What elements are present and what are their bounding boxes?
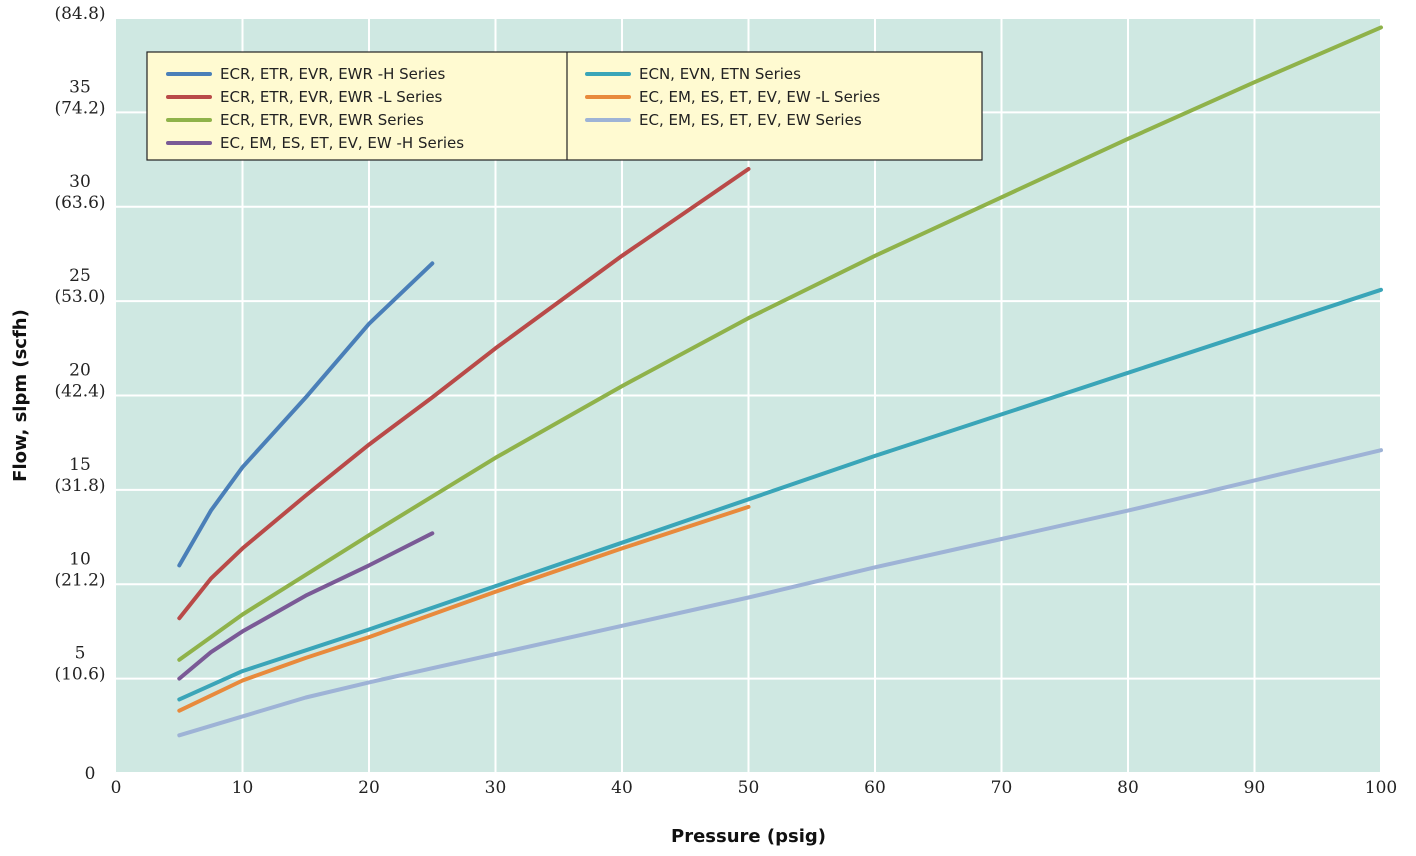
- x-tick-label-8: 80: [1117, 778, 1139, 798]
- legend-label-2: ECR, ETR, EVR, EWR Series: [220, 111, 424, 129]
- legend-label-6: EC, EM, ES, ET, EV, EW Series: [639, 111, 862, 129]
- y-tick-sublabel-4: (42.4): [54, 382, 105, 402]
- y-tick-label-5: 25: [69, 266, 91, 286]
- x-tick-label-3: 30: [485, 778, 507, 798]
- x-tick-label-0: 0: [111, 778, 122, 798]
- series-line-5: [177, 504, 751, 713]
- y-tick-label-0: 0: [85, 764, 96, 784]
- y-tick-label-3: 15: [69, 455, 91, 475]
- series-line-6: [177, 448, 1383, 738]
- series-line-1: [177, 167, 751, 621]
- y-tick-label-8: 40: [69, 0, 91, 3]
- legend-label-5: EC, EM, ES, ET, EV, EW -L Series: [639, 88, 880, 106]
- y-tick-label-1: 5: [75, 644, 86, 664]
- x-axis-ticks: 0 10 20 30 40 50 60 70 80 90 100: [111, 778, 1398, 798]
- x-tick-label-1: 10: [232, 778, 254, 798]
- y-tick-sublabel-2: (21.2): [54, 570, 105, 590]
- x-tick-label-6: 60: [864, 778, 886, 798]
- series-line-3: [177, 531, 435, 681]
- x-tick-label-9: 90: [1244, 778, 1266, 798]
- y-tick-sublabel-6: (63.6): [54, 193, 105, 213]
- x-tick-label-4: 40: [611, 778, 633, 798]
- x-tick-label-5: 50: [738, 778, 760, 798]
- series-line-2: [177, 25, 1383, 662]
- y-tick-label-2: 10: [69, 549, 91, 569]
- series-lines: [177, 25, 1383, 738]
- series-line-4: [177, 287, 1383, 702]
- y-tick-sublabel-7: (74.2): [54, 98, 105, 118]
- y-tick-label-4: 20: [69, 361, 91, 381]
- legend-label-4: ECN, EVN, ETN Series: [639, 65, 801, 83]
- y-tick-label-7: 35: [69, 77, 91, 97]
- legend-label-3: EC, EM, ES, ET, EV, EW -H Series: [220, 134, 464, 152]
- y-tick-sublabel-3: (31.8): [54, 476, 105, 496]
- legend-label-0: ECR, ETR, EVR, EWR -H Series: [220, 65, 445, 83]
- y-tick-sublabel-8: (84.8): [54, 4, 105, 24]
- x-tick-label-10: 100: [1365, 778, 1397, 798]
- legend: ECR, ETR, EVR, EWR -H Series ECR, ETR, EV…: [146, 51, 983, 161]
- x-tick-label-7: 70: [991, 778, 1013, 798]
- x-axis-title: Pressure (psig): [671, 826, 826, 847]
- legend-label-1: ECR, ETR, EVR, EWR -L Series: [220, 88, 443, 106]
- y-tick-sublabel-5: (53.0): [54, 287, 105, 307]
- y-tick-label-6: 30: [69, 172, 91, 192]
- series-line-0: [177, 261, 435, 568]
- legend-box: [146, 51, 983, 161]
- y-tick-sublabel-1: (10.6): [54, 665, 105, 685]
- y-axis-ticks: 0 5(10.6) 10(21.2) 15(31.8) 20(42.4) 25(53.0)…: [54, 0, 105, 784]
- x-tick-label-2: 20: [358, 778, 380, 798]
- y-axis-title: Flow, slpm (scfh): [10, 309, 31, 482]
